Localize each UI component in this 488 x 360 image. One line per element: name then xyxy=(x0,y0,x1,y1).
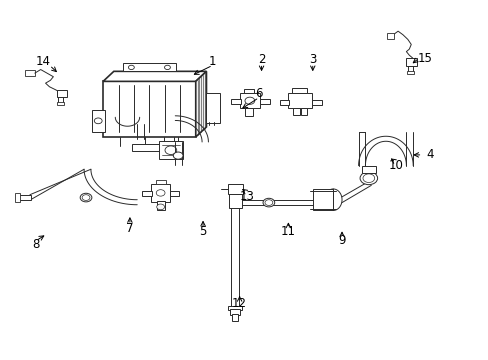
Circle shape xyxy=(164,146,176,154)
Text: 11: 11 xyxy=(280,225,295,238)
Circle shape xyxy=(264,200,272,206)
Circle shape xyxy=(359,172,377,185)
Bar xyxy=(260,99,269,104)
Bar xyxy=(227,184,242,194)
Bar xyxy=(311,100,321,105)
Bar xyxy=(159,141,182,159)
Text: 8: 8 xyxy=(32,238,40,251)
Bar xyxy=(92,110,104,132)
Bar xyxy=(15,193,20,202)
Text: 2: 2 xyxy=(257,53,265,66)
Text: 9: 9 xyxy=(338,234,345,247)
Circle shape xyxy=(362,174,374,183)
Bar xyxy=(25,69,35,76)
Bar xyxy=(157,201,164,211)
Bar xyxy=(293,108,300,115)
Bar xyxy=(312,189,332,211)
Text: 13: 13 xyxy=(239,190,254,203)
Circle shape xyxy=(128,65,134,69)
Text: 14: 14 xyxy=(36,55,51,68)
Bar xyxy=(103,81,195,137)
Bar xyxy=(239,93,260,108)
Bar xyxy=(230,99,240,104)
Text: 15: 15 xyxy=(417,51,431,64)
Text: 7: 7 xyxy=(126,222,133,235)
Circle shape xyxy=(164,65,170,69)
Text: 10: 10 xyxy=(387,159,402,172)
Bar xyxy=(229,309,239,315)
Circle shape xyxy=(82,195,90,201)
Text: 6: 6 xyxy=(255,87,263,100)
Bar xyxy=(57,90,67,97)
Text: 5: 5 xyxy=(199,225,206,238)
Bar xyxy=(292,88,306,93)
Text: 12: 12 xyxy=(232,297,246,310)
Bar xyxy=(122,63,176,71)
Bar xyxy=(407,71,413,74)
Bar xyxy=(19,195,31,200)
Bar xyxy=(228,194,241,208)
Bar xyxy=(386,33,393,40)
Bar xyxy=(231,314,237,320)
Circle shape xyxy=(157,204,164,210)
Bar xyxy=(142,192,152,197)
Bar xyxy=(57,102,64,105)
Text: 4: 4 xyxy=(425,148,433,161)
Circle shape xyxy=(156,190,164,196)
Bar xyxy=(361,166,375,173)
Circle shape xyxy=(173,152,183,159)
Bar xyxy=(156,180,165,184)
Text: 3: 3 xyxy=(308,53,316,66)
Text: 1: 1 xyxy=(209,55,216,68)
Circle shape xyxy=(80,193,92,202)
Bar xyxy=(132,144,176,151)
Bar xyxy=(288,93,311,108)
Bar xyxy=(170,192,179,197)
Circle shape xyxy=(94,118,102,124)
Bar xyxy=(279,100,289,105)
Polygon shape xyxy=(195,71,206,137)
Polygon shape xyxy=(103,71,206,81)
Bar xyxy=(245,108,253,116)
Bar xyxy=(227,306,241,310)
Circle shape xyxy=(263,198,274,207)
Bar xyxy=(206,93,220,123)
Bar xyxy=(151,184,170,202)
Bar xyxy=(244,89,254,93)
Bar xyxy=(300,108,307,115)
Bar xyxy=(406,58,416,66)
Circle shape xyxy=(244,97,254,104)
